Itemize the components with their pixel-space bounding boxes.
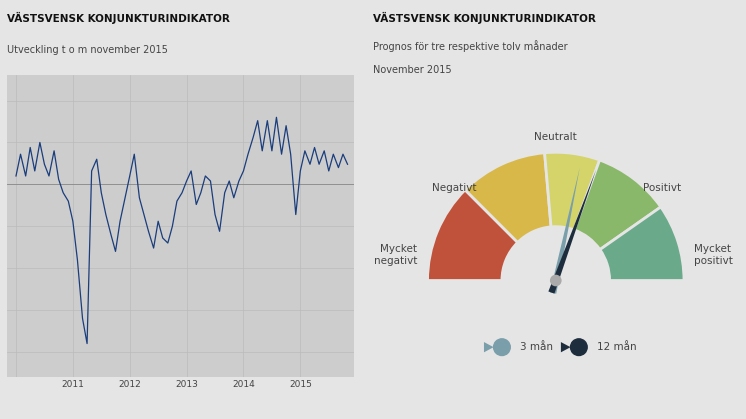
Text: Neutralt: Neutralt	[534, 132, 577, 142]
Polygon shape	[548, 170, 596, 294]
Circle shape	[571, 339, 587, 355]
Text: VÄSTSVENSK KONJUNKTURINDIKATOR: VÄSTSVENSK KONJUNKTURINDIKATOR	[7, 12, 231, 24]
Wedge shape	[545, 152, 600, 230]
Text: Positivt: Positivt	[643, 183, 681, 193]
Polygon shape	[550, 168, 580, 294]
Wedge shape	[427, 190, 518, 280]
Text: VÄSTSVENSK KONJUNKTURINDIKATOR: VÄSTSVENSK KONJUNKTURINDIKATOR	[373, 12, 596, 24]
Wedge shape	[574, 160, 661, 250]
Wedge shape	[465, 153, 551, 243]
Wedge shape	[600, 207, 684, 280]
Text: Negativt: Negativt	[432, 183, 476, 193]
Text: Mycket
negativt: Mycket negativt	[374, 244, 417, 266]
Text: November 2015: November 2015	[373, 65, 452, 75]
Polygon shape	[561, 342, 571, 352]
Polygon shape	[484, 342, 494, 352]
Text: 3 mån: 3 mån	[520, 342, 553, 352]
Text: Mycket
positivt: Mycket positivt	[695, 244, 733, 266]
Text: Utveckling t o m november 2015: Utveckling t o m november 2015	[7, 45, 169, 55]
Circle shape	[494, 339, 510, 355]
Text: 12 mån: 12 mån	[597, 342, 636, 352]
Circle shape	[551, 275, 561, 286]
Text: Prognos för tre respektive tolv månader: Prognos för tre respektive tolv månader	[373, 41, 568, 52]
